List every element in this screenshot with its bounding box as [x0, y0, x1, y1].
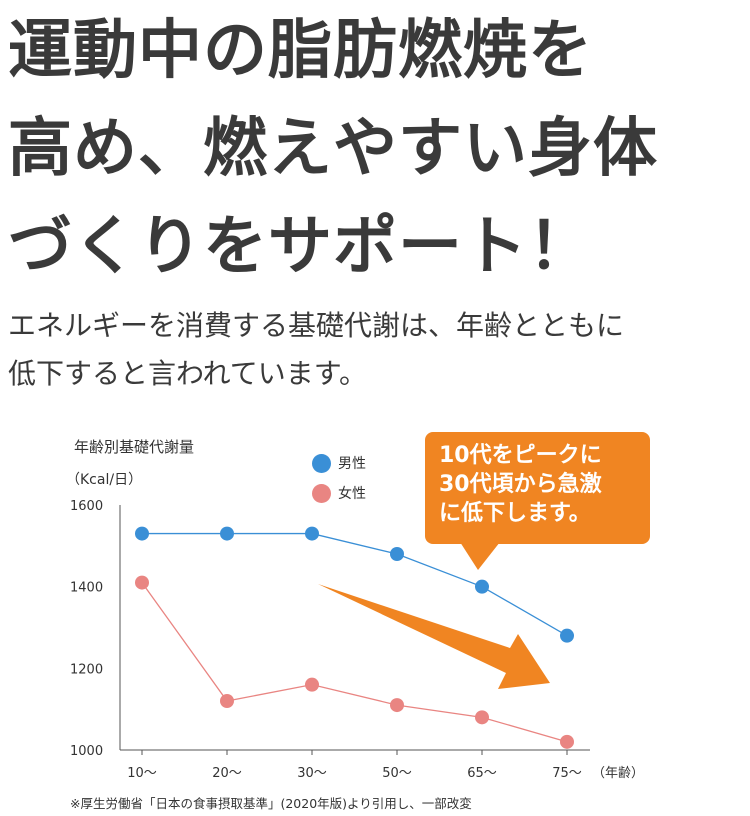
legend-item-male: 男性 — [312, 448, 366, 478]
x-tick-label: 75～ — [552, 766, 582, 781]
data-point-female — [390, 698, 404, 713]
callout-box: 10代をピークに 30代頃から急激 に低下します。 — [425, 432, 650, 544]
callout-line-2: 30代頃から急激 — [439, 472, 602, 497]
y-tick-label: 1000 — [70, 744, 103, 759]
data-point-female — [560, 734, 574, 749]
data-point-male — [390, 547, 404, 561]
data-point-male — [305, 526, 319, 541]
data-point-male — [135, 526, 149, 541]
data-point-male — [475, 579, 489, 594]
source-note: ※厚生労働省「日本の食事摂取基準」(2020年版)より引用し、一部改変 — [70, 796, 472, 811]
line-chart: 1000 1200 1400 1600 10～ 20～ 30～ 50～ 65～ 75～ （年齢） — [70, 499, 644, 781]
intro-text: エネルギーを消費する基礎代謝は、年齢とともに 低下すると言われています。 — [8, 302, 748, 398]
headline-line-1: 運動中の脂肪燃焼を — [8, 13, 593, 88]
callout-tail — [460, 542, 500, 570]
data-point-male — [220, 526, 234, 541]
callout-line-3: に低下します。 — [439, 501, 591, 526]
x-tick-label: 65～ — [467, 766, 497, 781]
x-tick-label: 30～ — [297, 766, 327, 781]
legend-label-female: 女性 — [338, 486, 366, 502]
headline-line-3: づくりをサポート！ — [8, 209, 593, 284]
data-point-female — [135, 575, 149, 590]
legend-item-female: 女性 — [312, 478, 366, 508]
legend-dot-female — [312, 483, 331, 503]
x-tick-label: 20～ — [212, 766, 242, 781]
y-tick-label: 1600 — [70, 499, 103, 514]
data-point-female — [475, 710, 489, 725]
x-axis-label: （年齢） — [592, 766, 644, 781]
y-tick-label: 1200 — [70, 662, 103, 677]
data-point-male — [560, 628, 574, 643]
x-tick-label: 50～ — [382, 766, 412, 781]
y-axis-unit-label: （Kcal/日） — [66, 472, 143, 488]
intro-line-1: エネルギーを消費する基礎代謝は、年齢とともに — [8, 309, 625, 342]
chart-legend: 男性 女性 — [312, 448, 366, 508]
headline: 運動中の脂肪燃焼を 高め、燃えやすい身体 づくりをサポート！ — [8, 2, 748, 296]
data-point-female — [305, 677, 319, 692]
legend-dot-male — [312, 453, 331, 473]
data-point-female — [220, 694, 234, 708]
trend-arrow — [318, 584, 550, 689]
y-tick-label: 1400 — [70, 581, 103, 596]
callout-line-1: 10代をピークに — [439, 443, 602, 468]
chart-title: 年齢別基礎代謝量 — [74, 438, 195, 456]
legend-label-male: 男性 — [338, 456, 366, 472]
intro-line-2: 低下すると言われています。 — [8, 357, 367, 390]
x-tick-label: 10～ — [127, 766, 157, 781]
headline-line-2: 高め、燃えやすい身体 — [8, 111, 658, 186]
series-line-male — [142, 532, 568, 637]
series-line-female — [141, 582, 568, 743]
